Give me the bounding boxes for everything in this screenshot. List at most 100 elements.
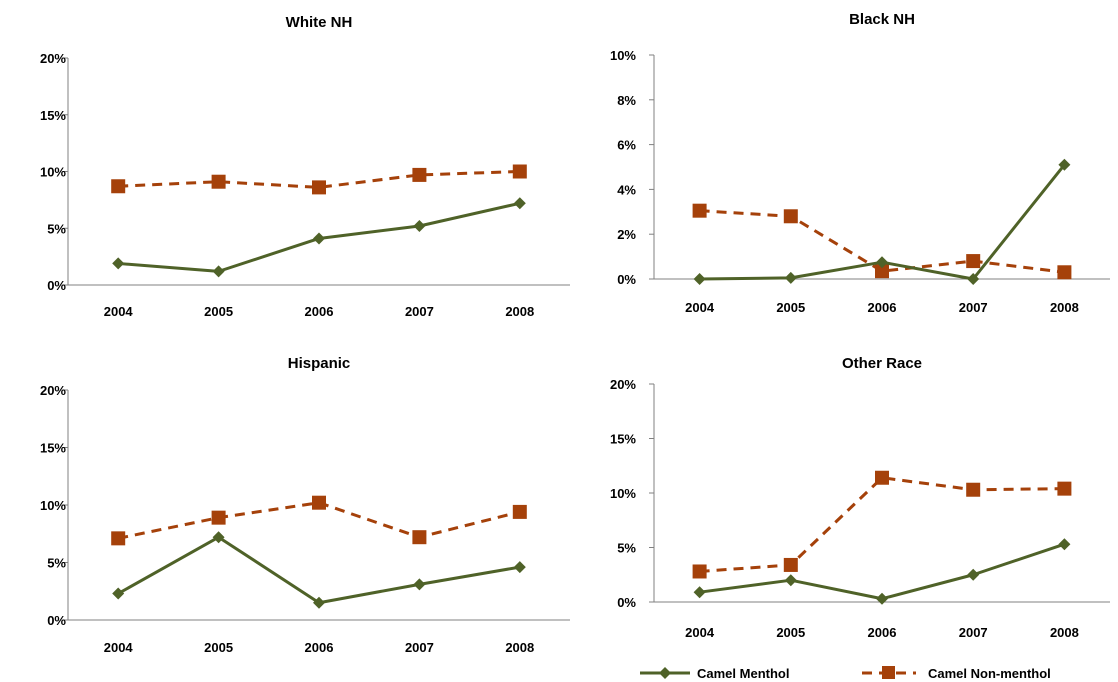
- y-tick-label: 15%: [610, 432, 636, 447]
- y-tick-label: 10%: [40, 498, 66, 513]
- series-line-nonmenthol: [699, 209, 1065, 274]
- legend-label-menthol: Camel Menthol: [697, 666, 789, 681]
- data-point-nonmenthol: [211, 510, 226, 525]
- x-tick-label: 2008: [1050, 300, 1079, 315]
- data-point-menthol: [967, 273, 980, 285]
- data-point-menthol: [876, 592, 888, 605]
- y-tick-label: 2%: [617, 227, 636, 242]
- data-point-menthol: [513, 561, 526, 574]
- y-tick-label: 6%: [617, 138, 636, 153]
- y-tick-label: 15%: [40, 441, 66, 456]
- data-point-nonmenthol: [111, 531, 126, 546]
- x-tick-label: 2006: [305, 640, 334, 655]
- data-point-nonmenthol: [512, 504, 527, 519]
- legend-label-nonmenthol: Camel Non-menthol: [928, 666, 1051, 681]
- x-tick-label: 2007: [959, 625, 988, 640]
- x-tick-label: 2005: [776, 625, 805, 640]
- y-tick-label: 5%: [47, 221, 66, 236]
- x-tick-label: 2007: [405, 640, 434, 655]
- data-point-menthol: [784, 574, 797, 587]
- chart-panel-2: Black NH 0% 2% 4% 6% 8% 10% 2004 2005 2006 2007 200…: [610, 11, 1110, 315]
- data-point-menthol: [313, 596, 325, 609]
- data-point-nonmenthol: [412, 167, 427, 182]
- data-point-menthol: [112, 587, 125, 600]
- x-tick-label: 2006: [868, 300, 897, 315]
- series-line-nonmenthol: [699, 476, 1065, 573]
- data-point-menthol: [1058, 538, 1071, 551]
- data-point-menthol: [693, 273, 706, 285]
- panel-title: Other Race: [842, 355, 922, 372]
- y-tick-label: 20%: [610, 377, 636, 392]
- data-point-menthol: [967, 568, 980, 581]
- x-tick-label: 2005: [204, 304, 233, 319]
- data-point-nonmenthol: [692, 203, 707, 218]
- y-tick-label: 5%: [617, 541, 636, 556]
- x-tick-label: 2005: [776, 300, 805, 315]
- y-tick-label: 0%: [47, 613, 66, 628]
- data-point-menthol: [876, 256, 888, 269]
- x-tick-label: 2006: [868, 625, 897, 640]
- panel-title: Black NH: [849, 11, 915, 28]
- y-tick-label: 15%: [40, 108, 66, 123]
- data-point-menthol: [413, 578, 426, 591]
- data-point-nonmenthol: [111, 179, 126, 194]
- data-point-menthol: [313, 232, 325, 245]
- x-tick-label: 2008: [505, 640, 534, 655]
- x-tick-label: 2006: [305, 304, 334, 319]
- data-point-menthol: [212, 265, 225, 278]
- chart-panel-3: Hispanic 0% 5% 10% 15% 20% 2004 2005 2006 2007 200…: [40, 355, 570, 655]
- panel-title: White NH: [286, 14, 353, 31]
- data-point-nonmenthol: [875, 264, 889, 279]
- data-point-nonmenthol: [966, 482, 981, 497]
- data-point-nonmenthol: [1057, 481, 1072, 496]
- data-point-nonmenthol: [412, 530, 427, 545]
- data-point-nonmenthol: [312, 495, 326, 510]
- x-tick-label: 2004: [104, 640, 134, 655]
- panel-title: Hispanic: [288, 355, 351, 372]
- chart-panels: White NH 0% 5% 10% 15% 20% 2004 2005 2006 2007 200…: [40, 11, 1110, 655]
- series-line-menthol: [699, 542, 1065, 601]
- chart-panel-1: White NH 0% 5% 10% 15% 20% 2004 2005 2006 2007 200…: [40, 14, 570, 319]
- data-point-nonmenthol: [211, 174, 226, 189]
- x-tick-label: 2008: [505, 304, 534, 319]
- y-tick-label: 10%: [610, 486, 636, 501]
- x-tick-label: 2005: [204, 640, 233, 655]
- data-point-nonmenthol: [512, 164, 527, 179]
- data-point-nonmenthol: [783, 209, 798, 224]
- legend: Camel Menthol Camel Non-menthol: [640, 666, 1051, 681]
- y-tick-label: 10%: [40, 165, 66, 180]
- y-tick-label: 20%: [40, 51, 66, 66]
- y-tick-label: 20%: [40, 383, 66, 398]
- y-tick-label: 10%: [610, 48, 636, 63]
- series-line-menthol: [117, 535, 521, 605]
- data-point-menthol: [784, 271, 797, 284]
- x-tick-label: 2004: [685, 300, 715, 315]
- y-tick-label: 0%: [617, 595, 636, 610]
- data-point-nonmenthol: [692, 564, 707, 579]
- data-point-menthol: [112, 257, 125, 270]
- y-tick-label: 0%: [47, 278, 66, 293]
- data-point-nonmenthol: [1057, 265, 1072, 280]
- x-tick-label: 2008: [1050, 625, 1079, 640]
- y-tick-label: 0%: [617, 272, 636, 287]
- data-point-nonmenthol: [312, 180, 326, 195]
- data-point-menthol: [693, 586, 706, 599]
- data-point-nonmenthol: [783, 557, 798, 572]
- y-tick-label: 5%: [47, 556, 66, 571]
- x-tick-label: 2004: [104, 304, 134, 319]
- legend-menthol-marker: [659, 667, 671, 679]
- data-point-nonmenthol: [966, 254, 981, 269]
- data-point-menthol: [212, 531, 225, 544]
- y-tick-label: 8%: [617, 93, 636, 108]
- chart-panel-4: Other Race 0% 5% 10% 15% 20% 2004 2005 2006 2007 2…: [610, 355, 1110, 640]
- x-tick-label: 2007: [959, 300, 988, 315]
- x-tick-label: 2004: [685, 625, 715, 640]
- y-tick-label: 4%: [617, 182, 636, 197]
- data-point-menthol: [513, 197, 526, 210]
- data-point-menthol: [413, 219, 426, 232]
- data-point-menthol: [1058, 158, 1071, 171]
- legend-nonmenthol-marker: [882, 666, 895, 679]
- x-tick-label: 2007: [405, 304, 434, 319]
- data-point-nonmenthol: [875, 470, 889, 485]
